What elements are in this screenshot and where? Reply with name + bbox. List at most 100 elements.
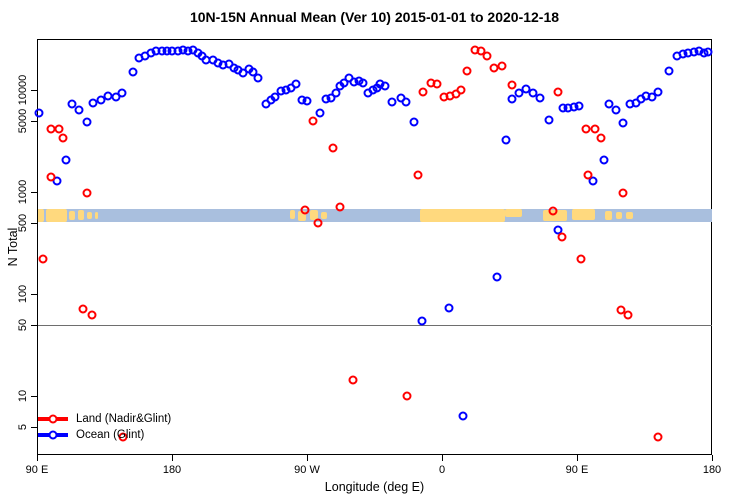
y-tick-mark bbox=[31, 90, 37, 91]
data-point-ocean bbox=[664, 66, 674, 76]
data-point-land bbox=[402, 391, 412, 401]
data-point-ocean bbox=[117, 88, 127, 98]
data-point-ocean bbox=[302, 96, 312, 106]
x-tick-mark bbox=[712, 455, 713, 461]
data-point-land bbox=[46, 124, 56, 134]
data-point-land bbox=[432, 79, 442, 89]
y-tick-label: 1000 bbox=[17, 179, 29, 205]
data-point-land bbox=[38, 254, 48, 264]
data-point-ocean bbox=[653, 87, 663, 97]
data-point-ocean bbox=[253, 73, 263, 83]
land-patch bbox=[320, 211, 327, 220]
land-patch bbox=[505, 209, 522, 218]
x-tick-mark bbox=[172, 455, 173, 461]
x-tick-label: 0 bbox=[438, 464, 446, 476]
data-point-ocean bbox=[128, 67, 138, 77]
land-patch bbox=[77, 210, 84, 220]
data-point-ocean bbox=[444, 303, 454, 313]
data-point-ocean bbox=[331, 88, 341, 98]
y-tick-label: 5 bbox=[17, 423, 29, 430]
y-tick-mark bbox=[31, 120, 37, 122]
data-point-land bbox=[118, 432, 128, 442]
y-tick-mark bbox=[31, 426, 37, 428]
data-point-ocean bbox=[387, 97, 397, 107]
data-point-land bbox=[553, 87, 563, 97]
y-tick-mark bbox=[31, 324, 37, 326]
data-point-ocean bbox=[96, 95, 106, 105]
data-point-ocean bbox=[492, 272, 502, 282]
data-point-ocean bbox=[507, 94, 517, 104]
x-axis-label: Longitude (deg E) bbox=[324, 480, 425, 494]
data-point-ocean bbox=[326, 93, 336, 103]
data-point-ocean bbox=[34, 108, 44, 118]
land-patch bbox=[616, 211, 622, 220]
data-point-ocean bbox=[544, 115, 554, 125]
land-patch bbox=[86, 211, 93, 220]
data-point-land bbox=[87, 310, 97, 320]
data-point-land bbox=[456, 85, 466, 95]
data-point-ocean bbox=[67, 99, 77, 109]
ocean-marker-icon bbox=[48, 430, 58, 440]
data-point-land bbox=[583, 170, 593, 180]
data-point-land bbox=[78, 304, 88, 314]
data-point-ocean bbox=[618, 118, 628, 128]
land-patch bbox=[605, 210, 612, 220]
data-point-ocean bbox=[574, 101, 584, 111]
ocean-band bbox=[38, 209, 712, 222]
legend: Land (Nadir&Glint) Ocean (Glint) bbox=[38, 411, 171, 443]
plot-title: 10N-15N Annual Mean (Ver 10) 2015-01-01 … bbox=[189, 9, 560, 25]
data-point-ocean bbox=[528, 88, 538, 98]
land-patch bbox=[626, 212, 633, 219]
y-tick-label: 500 bbox=[17, 213, 29, 232]
data-point-land bbox=[482, 51, 492, 61]
data-point-land bbox=[507, 80, 517, 90]
data-point-ocean bbox=[599, 155, 609, 165]
land-patch bbox=[572, 209, 595, 220]
x-tick-mark bbox=[577, 455, 578, 461]
data-point-land bbox=[335, 202, 345, 212]
data-point-land bbox=[300, 205, 310, 215]
x-tick-mark bbox=[37, 455, 38, 461]
data-point-land bbox=[54, 124, 64, 134]
reference-line bbox=[38, 324, 712, 326]
data-point-land bbox=[308, 116, 318, 126]
data-point-land bbox=[476, 46, 486, 56]
legend-line-land bbox=[38, 414, 68, 424]
data-point-land bbox=[328, 143, 338, 153]
legend-label-land: Land (Nadir&Glint) bbox=[76, 413, 172, 425]
data-point-ocean bbox=[61, 155, 71, 165]
x-tick-label: 180 bbox=[702, 464, 722, 476]
data-point-land bbox=[348, 375, 358, 385]
y-tick-mark bbox=[31, 396, 37, 397]
data-point-ocean bbox=[647, 92, 657, 102]
data-point-ocean bbox=[535, 93, 545, 103]
x-tick-label: 90 W bbox=[294, 464, 320, 476]
data-point-land bbox=[418, 87, 428, 97]
data-point-ocean bbox=[417, 316, 427, 326]
data-point-ocean bbox=[103, 91, 113, 101]
y-tick-label: 5000 bbox=[17, 108, 29, 133]
legend-item-land: Land (Nadir&Glint) bbox=[38, 411, 171, 427]
x-tick-label: 90 E bbox=[25, 464, 49, 476]
data-point-land bbox=[616, 305, 626, 315]
land-patch bbox=[310, 209, 318, 220]
data-point-ocean bbox=[703, 47, 713, 57]
data-point-ocean bbox=[611, 105, 621, 115]
y-tick-mark bbox=[31, 192, 37, 193]
data-point-land bbox=[653, 432, 663, 442]
x-tick-mark bbox=[442, 455, 443, 461]
data-point-land bbox=[413, 170, 423, 180]
data-point-land bbox=[462, 66, 472, 76]
data-point-ocean bbox=[588, 176, 598, 186]
data-point-ocean bbox=[291, 79, 301, 89]
data-point-land bbox=[497, 61, 507, 71]
data-point-ocean bbox=[270, 92, 280, 102]
x-tick-label: 180 bbox=[162, 464, 182, 476]
data-point-ocean bbox=[409, 117, 419, 127]
data-point-land bbox=[618, 188, 628, 198]
data-point-ocean bbox=[501, 135, 511, 145]
data-point-land bbox=[557, 232, 567, 242]
data-point-land bbox=[576, 254, 586, 264]
data-point-land bbox=[596, 133, 606, 143]
